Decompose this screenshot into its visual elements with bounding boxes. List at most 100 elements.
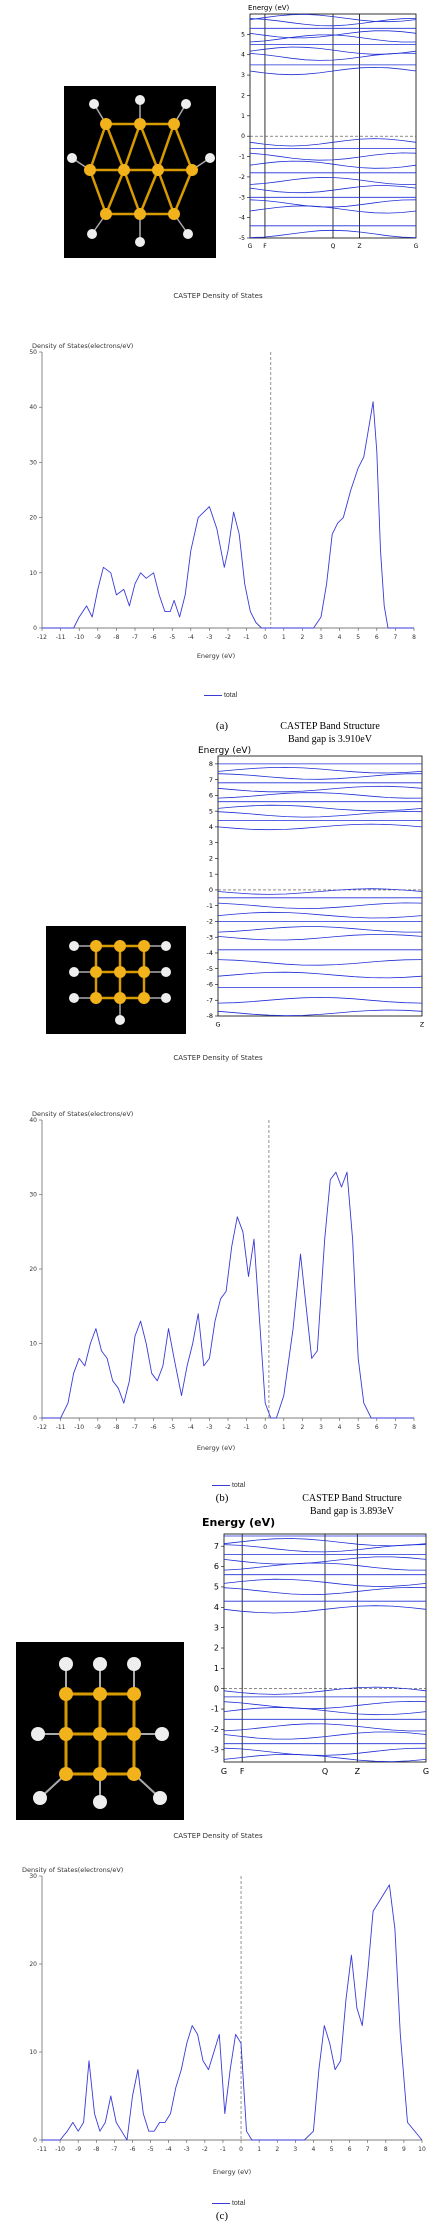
band-line (249, 160, 417, 169)
band-line (223, 1556, 427, 1565)
dos-x-tick-label: 5 (330, 2146, 334, 2153)
band-y-tick-label: -3 (239, 194, 245, 201)
band-gap-b: Band gap is 3.910eV (288, 734, 372, 745)
dos-x-tick-label: -7 (132, 1424, 138, 1431)
band-line (249, 66, 417, 76)
band-line (217, 902, 423, 909)
band-y-tick-label: 6 (209, 792, 213, 800)
dos-y-tick-label: 20 (29, 515, 37, 522)
dos-x-tick-label: -11 (56, 634, 66, 641)
band-line (223, 1578, 427, 1587)
band-line (223, 1686, 427, 1695)
legend-a: total (204, 692, 237, 699)
dos-x-tick-label: -9 (95, 634, 101, 641)
band-y-tick-label: 4 (241, 52, 245, 59)
k-point-label: Z (357, 243, 361, 250)
dos-total-series-line (42, 401, 414, 629)
molecule-structure-c (31, 1657, 169, 1809)
band-y-tick-label: -2 (211, 1725, 219, 1734)
band-line (223, 1731, 427, 1740)
band-line (249, 205, 417, 214)
band-y-tick-label: -4 (239, 215, 245, 222)
band-line (249, 34, 416, 43)
band-line (249, 152, 417, 161)
band-y-tick-label: 2 (241, 92, 245, 99)
dos-x-tick-label: -7 (132, 634, 138, 641)
dos-x-tick-label: -3 (184, 2146, 190, 2153)
band-line (217, 911, 423, 919)
k-point-label: Q (331, 243, 336, 250)
band-line (223, 1707, 427, 1716)
legend-label-a: total (223, 692, 238, 699)
k-point-label: G (414, 243, 419, 250)
band-line (249, 229, 417, 238)
dos-x-tick-label: -2 (202, 2146, 208, 2153)
dos-x-tick-label: 7 (393, 1424, 397, 1431)
dos-x-tick-label: 2 (300, 1424, 304, 1431)
band-frame (217, 755, 423, 1017)
legend-label-c: total (231, 2200, 246, 2207)
dos-x-tick-label: 2 (300, 634, 304, 641)
dos-x-tick-label: 10 (418, 2146, 426, 2153)
band-gap-c: Band gap is 3.893eV (310, 1506, 394, 1517)
dos-x-tick-label: 0 (263, 634, 267, 641)
dos-x-tick-label: -8 (113, 1424, 119, 1431)
dos-x-tick-label: -10 (74, 1424, 84, 1431)
band-ylabel-b: Energy (eV) (198, 746, 251, 756)
dos-xlabel-c: Energy (eV) (213, 2168, 251, 2176)
dos-total-series-line (42, 1884, 423, 2141)
dos-y-tick-label: 10 (29, 1341, 37, 1348)
dos-y-tick-label: 10 (29, 570, 37, 577)
k-point-label: G (423, 1767, 429, 1776)
band-y-tick-label: 3 (209, 839, 213, 847)
dos-x-tick-label: 3 (293, 2146, 297, 2153)
dos-chart-a: Density of States(electrons/eV) Energy (… (29, 342, 416, 660)
dos-x-tick-label: 1 (257, 2146, 261, 2153)
band-y-tick-label: -1 (207, 902, 213, 910)
band-y-tick-label: 1 (241, 113, 245, 120)
band-y-tick-label: 0 (209, 886, 213, 894)
dos-x-tick-label: 5 (356, 1424, 360, 1431)
band-y-tick-label: 2 (214, 1644, 219, 1653)
dos-x-tick-label: 8 (384, 2146, 388, 2153)
band-y-tick-label: 1 (214, 1664, 219, 1673)
band-y-tick-label: 4 (214, 1603, 219, 1612)
dos-y-tick-label: 20 (29, 1961, 37, 1968)
band-line (217, 804, 423, 812)
molecule-image-b (46, 926, 186, 1034)
band-line (249, 138, 417, 147)
band-line (223, 1586, 427, 1596)
dos-x-tick-label: 6 (348, 2146, 352, 2153)
band-title-c: CASTEP Band Structure Band gap is 3.893e… (292, 1492, 412, 1518)
dos-y-tick-label: 10 (29, 2049, 37, 2056)
dos-x-tick-label: 0 (239, 2146, 243, 2153)
k-point-label: F (263, 243, 267, 250)
band-line (249, 176, 416, 185)
band-y-tick-label: -3 (211, 1745, 219, 1754)
dos-x-tick-label: -4 (188, 634, 194, 641)
k-point-label: G (248, 243, 253, 250)
dos-x-tick-label: -11 (56, 1424, 66, 1431)
dos-total-series-line (42, 1171, 414, 1419)
band-y-tick-label: -8 (207, 1012, 213, 1020)
dos-x-tick-label: 6 (375, 1424, 379, 1431)
dos-x-tick-label: -4 (188, 1424, 194, 1431)
k-point-label: Z (420, 1021, 425, 1029)
dos-x-tick-label: -1 (220, 2146, 226, 2153)
band-ylabel-a: Energy (eV) (248, 4, 290, 12)
band-y-tick-label: -2 (207, 918, 213, 926)
legend-line-b (212, 1484, 230, 1486)
band-y-tick-label: 6 (214, 1562, 219, 1571)
dos-xlabel-a: Energy (eV) (197, 652, 235, 660)
dos-x-tick-label: -9 (75, 2146, 81, 2153)
dos-x-tick-label: -12 (37, 634, 47, 641)
band-y-tick-label: 3 (241, 72, 245, 79)
dos-y-tick-label: 50 (29, 349, 37, 356)
band-y-tick-label: 5 (209, 807, 213, 815)
band-y-tick-label: 0 (214, 1684, 219, 1693)
dos-x-tick-label: -2 (225, 634, 231, 641)
band-line (217, 773, 423, 780)
band-line (223, 1562, 426, 1571)
dos-x-tick-label: 6 (375, 634, 379, 641)
band-line (249, 185, 417, 194)
